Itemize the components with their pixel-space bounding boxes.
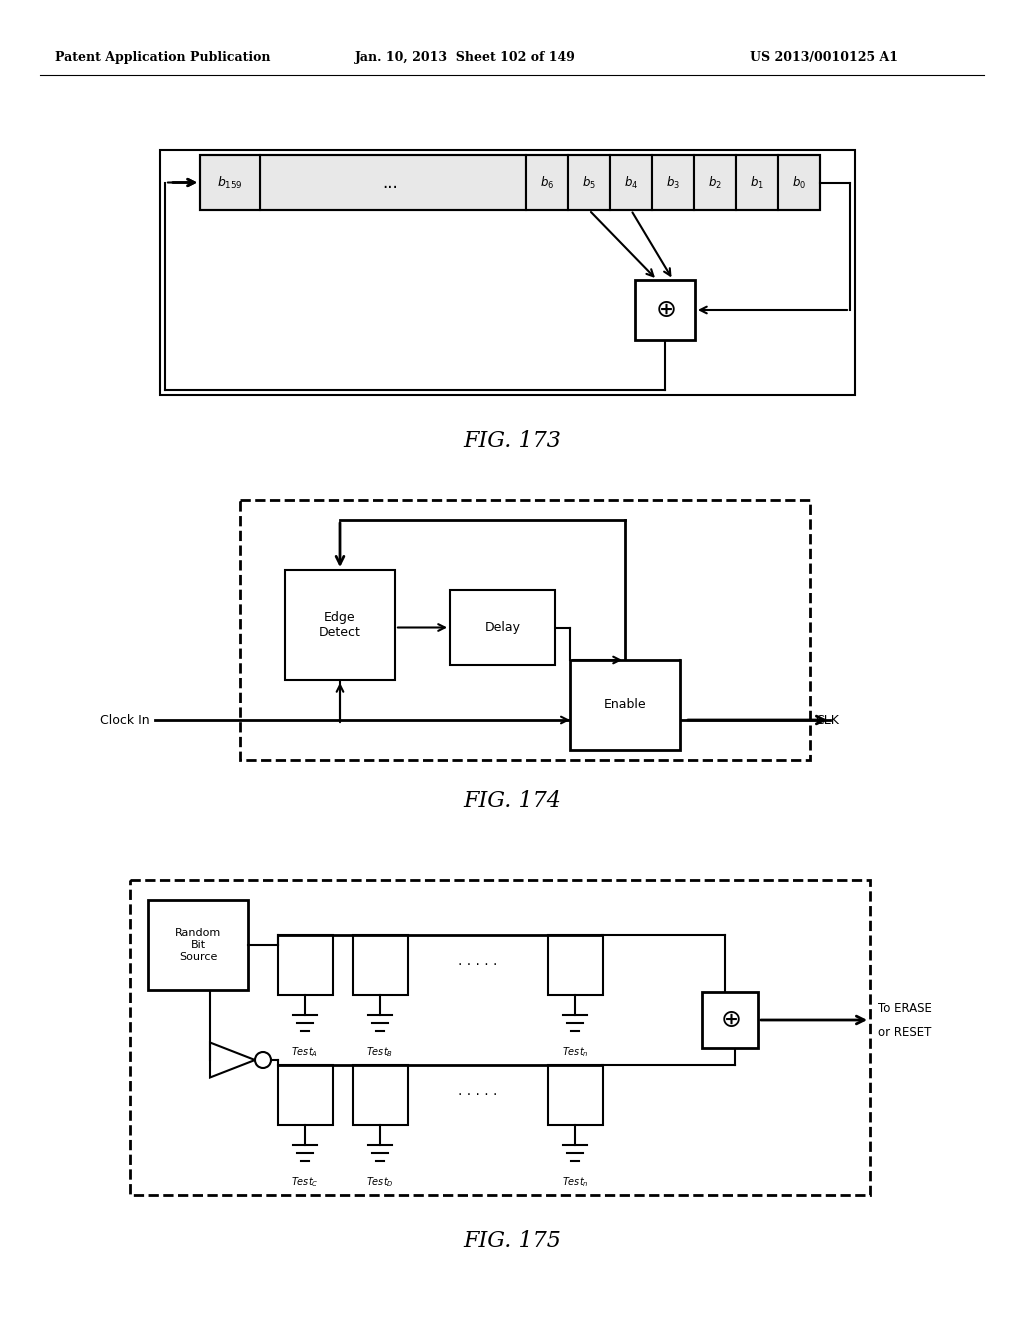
- Bar: [568, 154, 610, 210]
- Text: $Test_B$: $Test_B$: [367, 1045, 393, 1059]
- Bar: [352, 935, 408, 995]
- Text: US 2013/0010125 A1: US 2013/0010125 A1: [750, 51, 898, 65]
- Text: $b_0$: $b_0$: [792, 174, 806, 190]
- Bar: [702, 993, 758, 1048]
- Text: FIG. 173: FIG. 173: [463, 430, 561, 451]
- Bar: [260, 154, 526, 210]
- Bar: [652, 154, 694, 210]
- Text: Delay: Delay: [484, 620, 520, 634]
- Bar: [278, 1065, 333, 1125]
- Bar: [736, 154, 778, 210]
- Text: To ERASE: To ERASE: [878, 1002, 932, 1015]
- Text: $b_4$: $b_4$: [624, 174, 638, 190]
- Text: FIG. 174: FIG. 174: [463, 789, 561, 812]
- Text: ...: ...: [382, 173, 398, 191]
- Bar: [548, 935, 602, 995]
- Bar: [526, 154, 568, 210]
- Text: Clock In: Clock In: [100, 714, 150, 726]
- Bar: [610, 154, 652, 210]
- Text: $Test_D$: $Test_D$: [367, 1175, 394, 1189]
- Bar: [200, 154, 820, 210]
- Bar: [130, 880, 870, 1195]
- Text: or RESET: or RESET: [878, 1026, 932, 1039]
- Bar: [570, 660, 680, 750]
- Bar: [778, 154, 820, 210]
- Text: · · · · ·: · · · · ·: [459, 958, 498, 972]
- Bar: [450, 590, 555, 665]
- Text: CLK: CLK: [815, 714, 839, 726]
- Bar: [285, 570, 395, 680]
- Bar: [694, 154, 736, 210]
- Bar: [548, 1065, 602, 1125]
- Text: Jan. 10, 2013  Sheet 102 of 149: Jan. 10, 2013 Sheet 102 of 149: [355, 51, 575, 65]
- Bar: [240, 500, 810, 760]
- Text: $Test_A$: $Test_A$: [292, 1045, 318, 1059]
- Text: Edge
Detect: Edge Detect: [319, 611, 360, 639]
- Text: $b_1$: $b_1$: [750, 174, 764, 190]
- Text: $Test_C$: $Test_C$: [291, 1175, 318, 1189]
- Text: $\oplus$: $\oplus$: [720, 1008, 740, 1032]
- Bar: [200, 154, 260, 210]
- Text: $b_5$: $b_5$: [582, 174, 596, 190]
- Text: · · · · ·: · · · · ·: [459, 1088, 498, 1102]
- Bar: [148, 900, 248, 990]
- Text: $b_{159}$: $b_{159}$: [217, 174, 243, 190]
- Bar: [635, 280, 695, 341]
- Text: Random
Bit
Source: Random Bit Source: [175, 928, 221, 961]
- Text: $Test_n$: $Test_n$: [561, 1175, 589, 1189]
- Text: $Test_n$: $Test_n$: [561, 1045, 589, 1059]
- Text: $\oplus$: $\oplus$: [654, 298, 676, 322]
- Text: FIG. 175: FIG. 175: [463, 1230, 561, 1251]
- Text: $b_2$: $b_2$: [708, 174, 722, 190]
- Bar: [278, 935, 333, 995]
- Text: $b_3$: $b_3$: [666, 174, 680, 190]
- Text: Enable: Enable: [604, 698, 646, 711]
- Text: Patent Application Publication: Patent Application Publication: [55, 51, 270, 65]
- Bar: [160, 150, 855, 395]
- Text: $b_6$: $b_6$: [540, 174, 554, 190]
- Bar: [352, 1065, 408, 1125]
